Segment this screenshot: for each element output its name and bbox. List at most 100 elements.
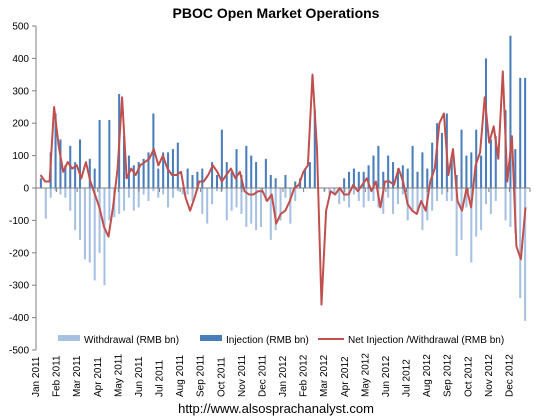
withdrawal-bar (167, 188, 170, 208)
withdrawal-bar (44, 188, 47, 219)
injection-bar (250, 155, 253, 188)
injection-bar (460, 129, 463, 188)
injection-bar (303, 168, 307, 188)
withdrawal-bar (465, 188, 468, 208)
withdrawal-bar (475, 188, 478, 237)
withdrawal-bar (157, 188, 160, 198)
x-tick-label: Aug 2011 (175, 354, 186, 397)
y-tick-label: -500 (9, 346, 29, 357)
injection-bar (514, 149, 517, 188)
injection-bar (132, 165, 135, 188)
withdrawal-bar (382, 188, 385, 214)
y-tick-label: -200 (9, 248, 29, 259)
x-tick-label: Oct 2011 (216, 357, 227, 397)
injection-bar (137, 162, 140, 188)
legend-swatch-0 (58, 335, 80, 341)
injection-bar (401, 165, 404, 188)
injection-bar (157, 168, 160, 188)
withdrawal-bar (328, 188, 331, 195)
injection-bar (357, 171, 360, 188)
injection-bar (421, 152, 424, 188)
withdrawal-bar (225, 188, 228, 221)
withdrawal-bar (396, 188, 399, 205)
x-tick-label: Dec 2011 (257, 354, 268, 397)
x-tick-label: Apr 2012 (340, 356, 351, 397)
x-tick-label: Mar 2012 (319, 354, 330, 397)
injection-bar (509, 35, 512, 188)
withdrawal-bar (259, 188, 263, 227)
withdrawal-bar (362, 188, 365, 208)
withdrawal-bar (484, 188, 488, 205)
withdrawal-bar (524, 188, 527, 321)
withdrawal-bar (74, 188, 77, 231)
injection-bar (269, 175, 272, 188)
injection-bar (201, 168, 204, 188)
bars-group (39, 35, 527, 321)
injection-bar (215, 175, 218, 188)
injection-bar (88, 158, 91, 188)
x-tick-label: Mar 2011 (72, 355, 83, 397)
withdrawal-bar (504, 188, 507, 221)
injection-bar (284, 175, 287, 188)
withdrawal-bar (123, 188, 126, 211)
withdrawal-bar (460, 188, 463, 240)
injection-bar (440, 132, 443, 188)
injection-bar (406, 168, 409, 188)
injection-bar (162, 152, 165, 188)
injection-bar (64, 165, 67, 188)
withdrawal-bar (367, 188, 370, 201)
injection-bar (220, 129, 223, 188)
withdrawal-bar (69, 188, 72, 211)
net-line-group (39, 70, 527, 306)
withdrawal-bar (201, 188, 204, 214)
injection-bar (235, 149, 238, 188)
injection-bar (519, 77, 522, 188)
withdrawal-bar (352, 188, 355, 195)
injection-bar (362, 171, 365, 188)
withdrawal-bar (289, 188, 292, 224)
injection-bar (176, 142, 179, 188)
withdrawal-bar (83, 188, 86, 260)
injection-bar (78, 139, 82, 188)
withdrawal-bar (250, 188, 253, 224)
injection-bar (348, 171, 351, 188)
x-tick-label: Jul 2012 (402, 359, 413, 397)
injection-bar (411, 145, 414, 188)
source-url: http://www.alsosprachanalyst.com (178, 401, 374, 416)
withdrawal-bar (509, 188, 512, 227)
injection-bar (54, 113, 57, 188)
withdrawal-bar (181, 188, 184, 195)
x-tick-label: Apr 2011 (93, 357, 104, 397)
withdrawal-bar (480, 188, 483, 231)
x-tick-label: May 2011 (113, 353, 124, 397)
withdrawal-bar (176, 188, 179, 192)
injection-bar (59, 139, 62, 188)
injection-bar (74, 162, 77, 188)
withdrawal-bar (372, 188, 375, 201)
withdrawal-bar (519, 188, 522, 299)
injection-bar (98, 119, 101, 188)
injection-bar (39, 178, 42, 188)
y-tick-label: 200 (12, 119, 29, 130)
legend-label: Net Injection /Withdrawal (RMB bn) (348, 335, 504, 346)
x-tick-label: Nov 2011 (237, 354, 248, 397)
withdrawal-bar (186, 188, 189, 195)
legend: Withdrawal (RMB bn) Injection (RMB bn) Net… (58, 335, 504, 346)
withdrawal-bar (147, 188, 150, 201)
y-tick-label: -300 (9, 281, 29, 292)
injection-bar (142, 158, 145, 188)
withdrawal-bar (269, 188, 272, 240)
y-tick-label: -400 (9, 313, 29, 324)
injection-bar (313, 110, 316, 188)
withdrawal-bar (440, 188, 443, 195)
x-tick-label: Sep 2012 (443, 354, 454, 397)
withdrawal-bar (411, 188, 414, 211)
x-tick-label: Feb 2011 (52, 355, 63, 397)
withdrawal-bar (255, 188, 258, 231)
withdrawal-bar (245, 188, 248, 227)
withdrawal-bar (240, 188, 243, 214)
withdrawal-bar (274, 188, 277, 231)
injection-bar (171, 149, 174, 188)
withdrawal-bar (494, 188, 497, 201)
injection-bar (450, 155, 453, 188)
